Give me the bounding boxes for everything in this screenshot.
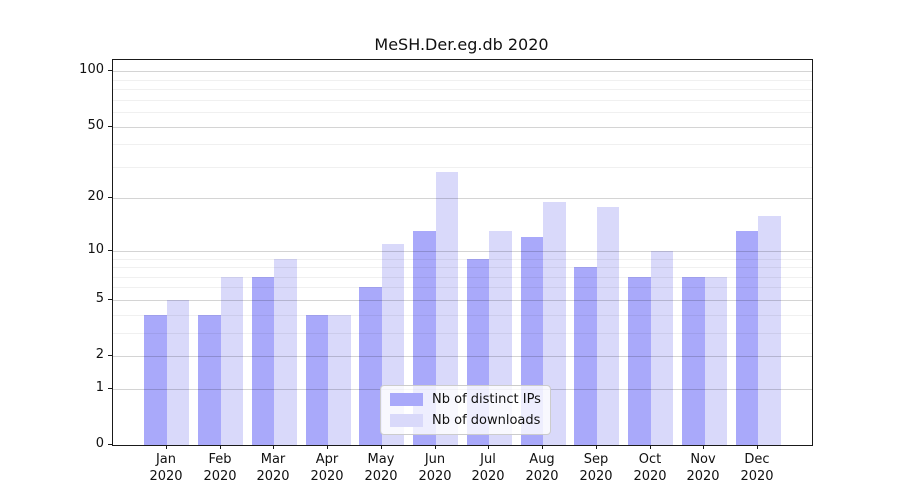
bar-downloads-dec (758, 216, 781, 445)
bar-ips-may (359, 287, 382, 445)
y-tick-mark (108, 444, 112, 445)
x-tick-mark (327, 445, 328, 449)
legend-item-downloads: Nb of downloads (390, 413, 541, 428)
gridline-minor-80 (113, 89, 812, 90)
y-tick-label-20: 20 (87, 189, 104, 204)
y-tick-mark (108, 70, 112, 71)
x-tick-label-jan: Jan 2020 (149, 452, 183, 484)
legend-swatch-icon (390, 393, 423, 406)
y-tick-mark (108, 299, 112, 300)
legend: Nb of distinct IPs Nb of downloads (380, 385, 551, 435)
bar-ips-apr (305, 315, 329, 445)
x-tick-mark (381, 445, 382, 449)
bar-downloads-jun (435, 172, 459, 445)
y-tick-label-10: 10 (87, 242, 104, 257)
chart-title: MeSH.Der.eg.db 2020 (374, 35, 549, 54)
x-tick-mark (703, 445, 704, 449)
bar-downloads-oct (650, 251, 674, 445)
x-tick-mark (220, 445, 221, 449)
bar-downloads-sep (596, 207, 620, 445)
bar-ips-oct (628, 277, 651, 445)
gridline-minor-3 (113, 333, 812, 334)
gridline-major-50 (113, 127, 812, 128)
x-tick-label-feb: Feb 2020 (203, 452, 237, 484)
x-tick-label-dec: Dec 2020 (740, 452, 774, 484)
bar-ips-jan (144, 315, 167, 445)
gridline-minor-6 (113, 287, 812, 288)
y-tick-label-5: 5 (95, 291, 104, 306)
y-tick-label-100: 100 (79, 62, 104, 77)
x-tick-mark (596, 445, 597, 449)
x-tick-mark (166, 445, 167, 449)
legend-label: Nb of downloads (432, 413, 541, 428)
bar-ips-nov (682, 277, 705, 445)
gridline-minor-40 (113, 144, 812, 145)
bar-ips-sep (574, 267, 597, 445)
bar-downloads-aug (543, 202, 566, 445)
x-tick-mark (273, 445, 274, 449)
x-tick-mark (488, 445, 489, 449)
y-tick-label-2: 2 (95, 347, 104, 362)
y-tick-mark (108, 250, 112, 251)
x-tick-label-mar: Mar 2020 (256, 452, 290, 484)
bar-downloads-feb (220, 277, 243, 445)
gridline-major-100 (113, 71, 812, 72)
gridline-minor-7 (113, 277, 812, 278)
gridline-major-20 (113, 198, 812, 199)
gridline-minor-8 (113, 267, 812, 268)
x-tick-label-sep: Sep 2020 (579, 452, 613, 484)
gridline-minor-30 (113, 167, 812, 168)
legend-item-distinct-ips: Nb of distinct IPs (390, 392, 541, 407)
x-tick-label-jul: Jul 2020 (471, 452, 505, 484)
x-tick-label-jun: Jun 2020 (418, 452, 452, 484)
bar-ips-feb (198, 315, 221, 445)
x-tick-mark (757, 445, 758, 449)
y-tick-mark (108, 126, 112, 127)
gridline-minor-90 (113, 80, 812, 81)
bar-downloads-mar (274, 259, 297, 445)
x-tick-label-nov: Nov 2020 (686, 452, 720, 484)
x-tick-label-may: May 2020 (364, 452, 398, 484)
gridline-major-2 (113, 356, 812, 357)
y-tick-label-1: 1 (95, 380, 104, 395)
gridline-minor-70 (113, 100, 812, 101)
y-tick-label-50: 50 (87, 118, 104, 133)
legend-label: Nb of distinct IPs (432, 392, 541, 407)
gridline-minor-4 (113, 315, 812, 316)
y-tick-label-0: 0 (95, 436, 104, 451)
bar-downloads-jan (166, 300, 190, 445)
gridline-minor-9 (113, 259, 812, 260)
x-tick-mark (650, 445, 651, 449)
plot-area: Nb of distinct IPs Nb of downloads (112, 59, 813, 446)
y-tick-mark (108, 197, 112, 198)
gridline-major-10 (113, 251, 812, 252)
gridline-minor-60 (113, 112, 812, 113)
x-tick-label-apr: Apr 2020 (310, 452, 344, 484)
bar-ips-mar (251, 277, 275, 445)
x-tick-label-aug: Aug 2020 (525, 452, 559, 484)
gridline-major-5 (113, 300, 812, 301)
x-tick-label-oct: Oct 2020 (633, 452, 667, 484)
legend-swatch-icon (390, 414, 423, 427)
bar-downloads-nov (704, 277, 727, 445)
bar-ips-dec (735, 231, 759, 445)
y-tick-mark (108, 388, 112, 389)
x-tick-mark (542, 445, 543, 449)
x-tick-mark (435, 445, 436, 449)
y-tick-mark (108, 355, 112, 356)
bar-downloads-apr (328, 315, 351, 445)
